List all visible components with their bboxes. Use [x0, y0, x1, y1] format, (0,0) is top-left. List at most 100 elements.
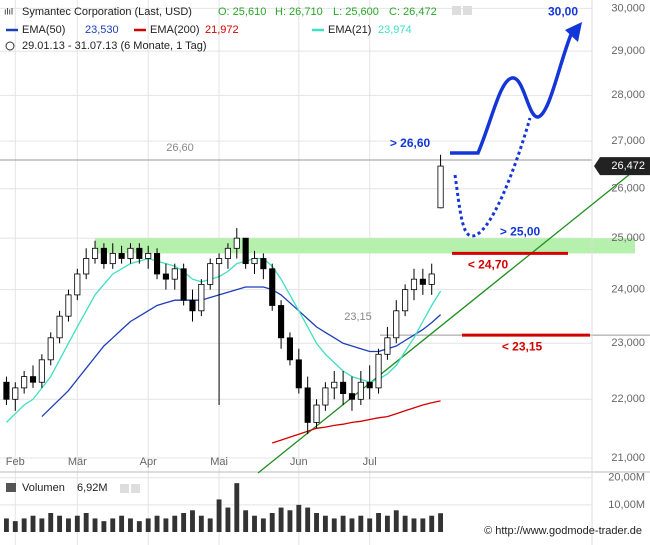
candle-body: [295, 359, 302, 389]
candle-body: [3, 381, 10, 400]
y-tick-label: 25,000: [611, 232, 645, 244]
candle-body: [38, 359, 45, 383]
candle-body: [216, 258, 223, 265]
volume-bar: [411, 518, 417, 532]
y-tick-label: 21,000: [611, 452, 645, 464]
price-tag-label: 26,472: [611, 160, 645, 172]
volume-bar: [260, 518, 266, 532]
clock-icon: [5, 41, 15, 51]
candle-body: [393, 310, 400, 339]
icon[interactable]: [463, 6, 472, 15]
candle-body: [136, 247, 143, 259]
candle-body: [357, 381, 364, 400]
candle-body: [207, 263, 214, 285]
volume-bar: [296, 504, 302, 532]
stop-label: < 24,70: [468, 258, 509, 272]
candle-body: [65, 294, 72, 317]
legend-value: 23,974: [378, 24, 412, 36]
candle-body: [162, 273, 169, 280]
volume-bar: [154, 515, 160, 532]
volume-bar: [66, 518, 71, 532]
date-range: 29.01.13 - 31.07.13 (6 Monate, 1 Tag): [22, 40, 206, 52]
candle-body: [145, 252, 152, 259]
x-tick-label: Mär: [68, 456, 87, 468]
ema-line: [41, 286, 442, 418]
chart-icon: ılıl: [4, 6, 13, 16]
ohlc-label: C: 26,472: [389, 6, 437, 18]
candle-body: [437, 165, 444, 209]
icon[interactable]: [131, 484, 140, 493]
candle-body: [180, 268, 187, 301]
x-tick-label: Jun: [290, 456, 308, 468]
candle-body: [322, 387, 329, 406]
y-tick-label: 29,000: [611, 45, 645, 57]
candle-body: [74, 273, 81, 296]
volume-bar: [243, 510, 249, 532]
y-tick-label: 10,00M: [608, 499, 645, 511]
candle-body: [286, 337, 294, 361]
y-tick-label: 22,000: [611, 393, 645, 405]
volume-bar: [402, 515, 408, 532]
volume-bar: [252, 515, 257, 532]
candle-body: [278, 305, 285, 339]
chart-title: Symantec Corporation (Last, USD): [22, 6, 192, 18]
volume-bar: [287, 510, 293, 532]
volume-bar: [110, 518, 116, 532]
volume-bar: [12, 521, 18, 532]
candle-body: [419, 278, 426, 285]
x-tick-label: Feb: [6, 456, 25, 468]
candle-body: [83, 258, 90, 275]
arrow-head: [565, 22, 582, 42]
volume-bar: [136, 521, 142, 532]
y-tick-label: 26,000: [611, 183, 645, 195]
candle-body: [100, 247, 107, 265]
volume-bar: [83, 513, 89, 532]
candle-body: [127, 247, 134, 259]
candle-body: [233, 237, 240, 249]
ema-line: [271, 400, 441, 444]
volume-bar: [269, 513, 275, 532]
volume-bar: [128, 518, 133, 532]
candle-body: [118, 252, 125, 259]
projection-dotted: [453, 117, 532, 238]
volume-bar: [393, 510, 399, 532]
volume-bar: [145, 518, 151, 532]
candle-body: [47, 337, 54, 361]
volume-bar: [367, 518, 373, 532]
volume-bar: [207, 518, 213, 532]
plot: [3, 154, 444, 444]
icon[interactable]: [120, 484, 129, 493]
volume-bar: [30, 515, 36, 532]
candle-body: [340, 381, 347, 394]
trend-line: [257, 169, 636, 474]
legend-label: EMA(50): [22, 24, 65, 36]
candle-body: [304, 387, 311, 423]
candle-body: [366, 381, 373, 389]
volume-bar: [181, 513, 187, 532]
volume-bar: [384, 515, 390, 532]
volume-bar: [376, 513, 381, 532]
projection-arrow: [450, 31, 574, 155]
volume-icon: [6, 483, 16, 492]
support-zone: [95, 238, 635, 254]
stop-label: < 23,15: [502, 339, 543, 353]
candle-body: [12, 387, 19, 400]
legend-label: EMA(200): [150, 24, 200, 36]
candle-body: [260, 258, 267, 270]
toolbar-icons[interactable]: [120, 6, 472, 493]
volume-bar: [438, 513, 444, 532]
volume-bar: [74, 515, 80, 532]
y-tick-label: 28,000: [611, 89, 645, 101]
legend-value: 23,530: [85, 24, 119, 36]
level-label: 23,15: [344, 311, 372, 323]
volume-bar: [190, 510, 195, 532]
volume-panel: 10,00M 20,00M Volumen 6,92M: [0, 472, 645, 532]
volume-bar: [119, 515, 125, 532]
candle-body: [56, 315, 63, 339]
candle-body: [251, 258, 258, 265]
ohlc-header: O: 25,610 H: 26,710 L: 25,600 C: 26,472: [218, 6, 437, 18]
icon[interactable]: [452, 6, 461, 15]
candle-body: [171, 268, 178, 280]
y-tick-label: 24,000: [611, 284, 645, 296]
volume-bar: [349, 518, 355, 532]
